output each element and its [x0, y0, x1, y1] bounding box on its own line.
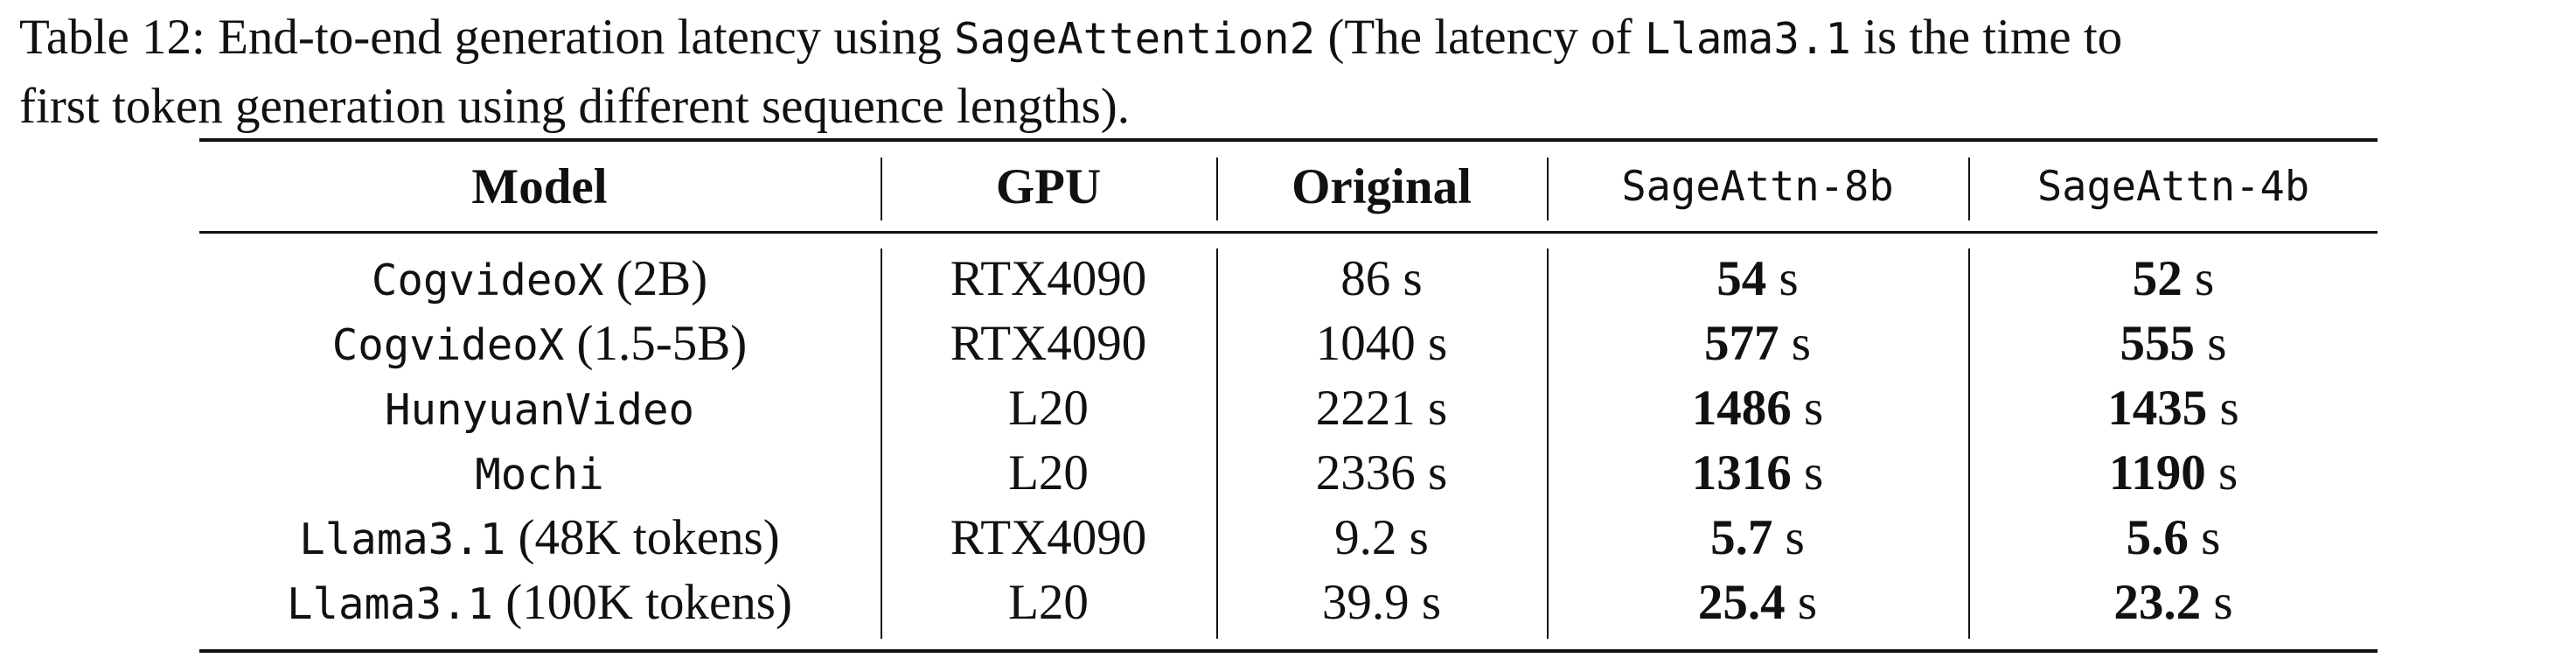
- latency-unit: s: [2188, 510, 2221, 565]
- model-name: HunyuanVideo: [384, 385, 694, 435]
- latency-value: 5.6: [2126, 510, 2189, 565]
- gpu-cell: L20: [1008, 445, 1089, 500]
- latency-unit: s: [1779, 316, 1811, 371]
- table-bottom-rule: [199, 649, 2378, 653]
- model-name: CogvideoX: [331, 320, 565, 370]
- model-cell: HunyuanVideo: [199, 376, 880, 441]
- latency-value: 1435: [2107, 381, 2208, 436]
- latency-value: 1190: [2108, 445, 2206, 500]
- caption-line-2: first token generation using different s…: [19, 79, 1130, 134]
- sageattn-8b-latency-cell: 25.4 s: [1548, 570, 1967, 635]
- sageattn-8b-latency-cell: 577 s: [1548, 312, 1967, 376]
- table-caption: Table 12: End-to-end generation latency …: [19, 4, 2564, 140]
- sageattn-8b-latency-cell: 54 s: [1548, 247, 1967, 312]
- column-divider: [1968, 248, 1970, 639]
- latency-unit: s: [2182, 251, 2215, 306]
- model-cell: Llama3.1 (100K tokens): [199, 570, 880, 635]
- caption-prefix: Table 12: End-to-end generation latency …: [19, 10, 955, 65]
- column-divider: [1216, 248, 1218, 639]
- caption-line-1: Table 12: End-to-end generation latency …: [19, 4, 2564, 73]
- sageattn-4b-latency-cell: 1190 s: [1969, 441, 2378, 506]
- model-detail: (2B): [603, 251, 708, 306]
- latency-unit: s: [1766, 251, 1799, 306]
- latency-unit: s: [2201, 575, 2233, 630]
- caption-code-llama: Llama3.1: [1644, 14, 1851, 64]
- latency-value: 25.4: [1697, 575, 1786, 630]
- model-name: Llama3.1: [299, 514, 506, 564]
- model-cell: Mochi: [199, 441, 880, 506]
- latency-unit: s: [2195, 316, 2227, 371]
- original-latency-cell: 2221 s: [1315, 381, 1448, 436]
- latency-unit: s: [1772, 510, 1805, 565]
- sageattn-4b-latency-cell: 23.2 s: [1969, 570, 2378, 635]
- original-latency-cell: 39.9 s: [1321, 575, 1442, 630]
- gpu-cell: L20: [1008, 575, 1089, 630]
- model-name: Llama3.1: [287, 579, 494, 629]
- header-model: Model: [471, 159, 608, 214]
- latency-value: 23.2: [2113, 575, 2202, 630]
- latency-value: 577: [1704, 316, 1779, 371]
- latency-value: 555: [2120, 316, 2196, 371]
- caption-code-sageattention2: SageAttention2: [954, 14, 1316, 64]
- sageattn-4b-latency-cell: 5.6 s: [1969, 506, 2378, 570]
- header-sageattn-8b: SageAttn-8b: [1621, 163, 1894, 211]
- latency-unit: s: [2205, 445, 2238, 500]
- column-divider: [1547, 158, 1549, 220]
- model-detail: (1.5-5B): [564, 316, 748, 371]
- gpu-cell: RTX4090: [950, 510, 1147, 565]
- model-cell: Llama3.1 (48K tokens): [199, 506, 880, 570]
- sageattn-4b-latency-cell: 555 s: [1969, 312, 2378, 376]
- sageattn-4b-latency-cell: 1435 s: [1969, 376, 2378, 441]
- model-cell: CogvideoX (2B): [199, 247, 880, 312]
- latency-value: 5.7: [1710, 510, 1773, 565]
- header-gpu: GPU: [995, 159, 1102, 214]
- column-divider: [881, 158, 882, 220]
- sageattn-4b-latency-cell: 52 s: [1969, 247, 2378, 312]
- latency-unit: s: [1785, 575, 1818, 630]
- gpu-cell: RTX4090: [950, 316, 1147, 371]
- latency-unit: s: [1791, 381, 1824, 436]
- model-name: Mochi: [475, 450, 604, 500]
- latency-value: 52: [2132, 251, 2183, 306]
- model-name: CogvideoX: [371, 256, 604, 305]
- column-divider: [1216, 158, 1218, 220]
- header-original: Original: [1291, 159, 1472, 214]
- sageattn-8b-latency-cell: 1316 s: [1548, 441, 1967, 506]
- model-detail: (48K tokens): [505, 510, 780, 565]
- original-latency-cell: 1040 s: [1315, 316, 1448, 371]
- latency-unit: s: [1791, 445, 1824, 500]
- model-detail: (100K tokens): [493, 575, 792, 630]
- header-sageattn-4b: SageAttn-4b: [2036, 163, 2310, 211]
- sageattn-8b-latency-cell: 5.7 s: [1548, 506, 1967, 570]
- caption-middle: (The latency of: [1315, 10, 1645, 65]
- column-divider: [1968, 158, 1970, 220]
- original-latency-cell: 9.2 s: [1334, 510, 1429, 565]
- sageattn-8b-latency-cell: 1486 s: [1548, 376, 1967, 441]
- latency-value: 1486: [1691, 381, 1792, 436]
- table-top-rule: [199, 138, 2378, 142]
- latency-value: 54: [1716, 251, 1767, 306]
- original-latency-cell: 86 s: [1340, 251, 1423, 306]
- column-divider: [881, 248, 882, 639]
- table-header-rule: [199, 231, 2378, 234]
- model-cell: CogvideoX (1.5-5B): [199, 312, 880, 376]
- column-divider: [1547, 248, 1549, 639]
- original-latency-cell: 2336 s: [1315, 445, 1448, 500]
- latency-value: 1316: [1691, 445, 1792, 500]
- latency-unit: s: [2207, 381, 2239, 436]
- gpu-cell: L20: [1008, 381, 1089, 436]
- caption-suffix: is the time to: [1850, 10, 2123, 65]
- gpu-cell: RTX4090: [950, 251, 1147, 306]
